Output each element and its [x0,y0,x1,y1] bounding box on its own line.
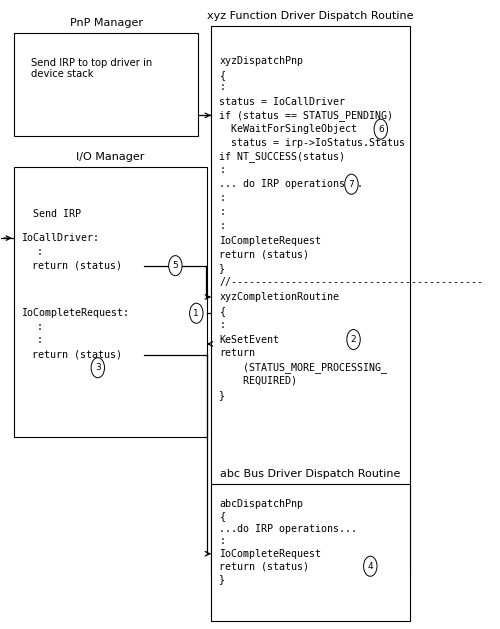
Text: status = irp->IoStatus.Status: status = irp->IoStatus.Status [220,138,406,148]
Text: return: return [220,348,256,359]
Text: :: : [220,221,226,231]
Circle shape [347,330,360,350]
Text: IoCallDriver:: IoCallDriver: [22,233,100,243]
Text: xyzCompletionRoutine: xyzCompletionRoutine [220,292,340,302]
Text: return (status): return (status) [32,260,122,270]
Text: :: : [220,82,226,92]
Text: abc Bus Driver Dispatch Routine: abc Bus Driver Dispatch Routine [220,469,401,479]
Circle shape [344,174,358,194]
Text: IoCompleteRequest: IoCompleteRequest [220,236,322,245]
Text: IoCompleteRequest:: IoCompleteRequest: [22,308,130,318]
Circle shape [168,255,182,276]
Text: {: { [220,306,226,316]
Text: 1: 1 [194,309,199,318]
Text: KeSetEvent: KeSetEvent [220,335,280,345]
Text: :: : [37,247,43,257]
Text: PnP Manager: PnP Manager [70,18,142,28]
Circle shape [91,358,104,378]
Text: (STATUS_MORE_PROCESSING_: (STATUS_MORE_PROCESSING_ [220,362,388,372]
Text: :: : [220,536,226,546]
Text: Send IRP to top driver in
device stack: Send IRP to top driver in device stack [30,58,152,79]
Circle shape [190,303,203,323]
Circle shape [364,556,377,576]
Circle shape [374,119,388,139]
Bar [14,33,198,136]
Text: xyz Function Driver Dispatch Routine: xyz Function Driver Dispatch Routine [208,11,414,21]
Text: KeWaitForSingleObject: KeWaitForSingleObject [220,124,358,134]
Bar [14,167,207,437]
Text: return (status): return (status) [32,350,122,360]
Text: if (status == STATUS_PENDING): if (status == STATUS_PENDING) [220,110,394,121]
Text: :: : [220,320,226,330]
Text: :: : [220,165,226,175]
Text: :: : [37,335,43,345]
Bar [211,26,410,574]
Text: :: : [37,322,43,332]
Text: :: : [220,207,226,217]
Bar [211,484,410,621]
Text: 5: 5 [172,261,178,270]
Text: {: { [220,70,226,80]
Text: abcDispatchPnp: abcDispatchPnp [220,499,304,509]
Text: {: { [220,511,226,521]
Text: 6: 6 [378,125,384,133]
Text: //------------------------------------------: //--------------------------------------… [220,277,484,287]
Text: ...do IRP operations...: ...do IRP operations... [220,524,358,533]
Text: xyzDispatchPnp: xyzDispatchPnp [220,56,304,66]
Text: :: : [220,193,226,203]
Text: status = IoCallDriver: status = IoCallDriver [220,97,346,106]
Text: ... do IRP operations...: ... do IRP operations... [220,179,364,189]
Text: }: } [220,574,226,584]
Text: }: } [220,389,226,399]
Text: I/O Manager: I/O Manager [76,152,144,162]
Text: Send IRP: Send IRP [33,209,81,220]
Text: IoCompleteRequest: IoCompleteRequest [220,548,322,559]
Text: return (status): return (status) [220,249,310,259]
Text: return (status): return (status) [220,561,310,571]
Text: REQUIRED): REQUIRED) [220,376,298,386]
Text: 3: 3 [95,363,100,372]
Text: 2: 2 [350,335,356,344]
Text: 7: 7 [348,180,354,189]
Text: 4: 4 [368,562,373,571]
Text: }: } [220,263,226,273]
Text: if NT_SUCCESS(status): if NT_SUCCESS(status) [220,151,346,162]
